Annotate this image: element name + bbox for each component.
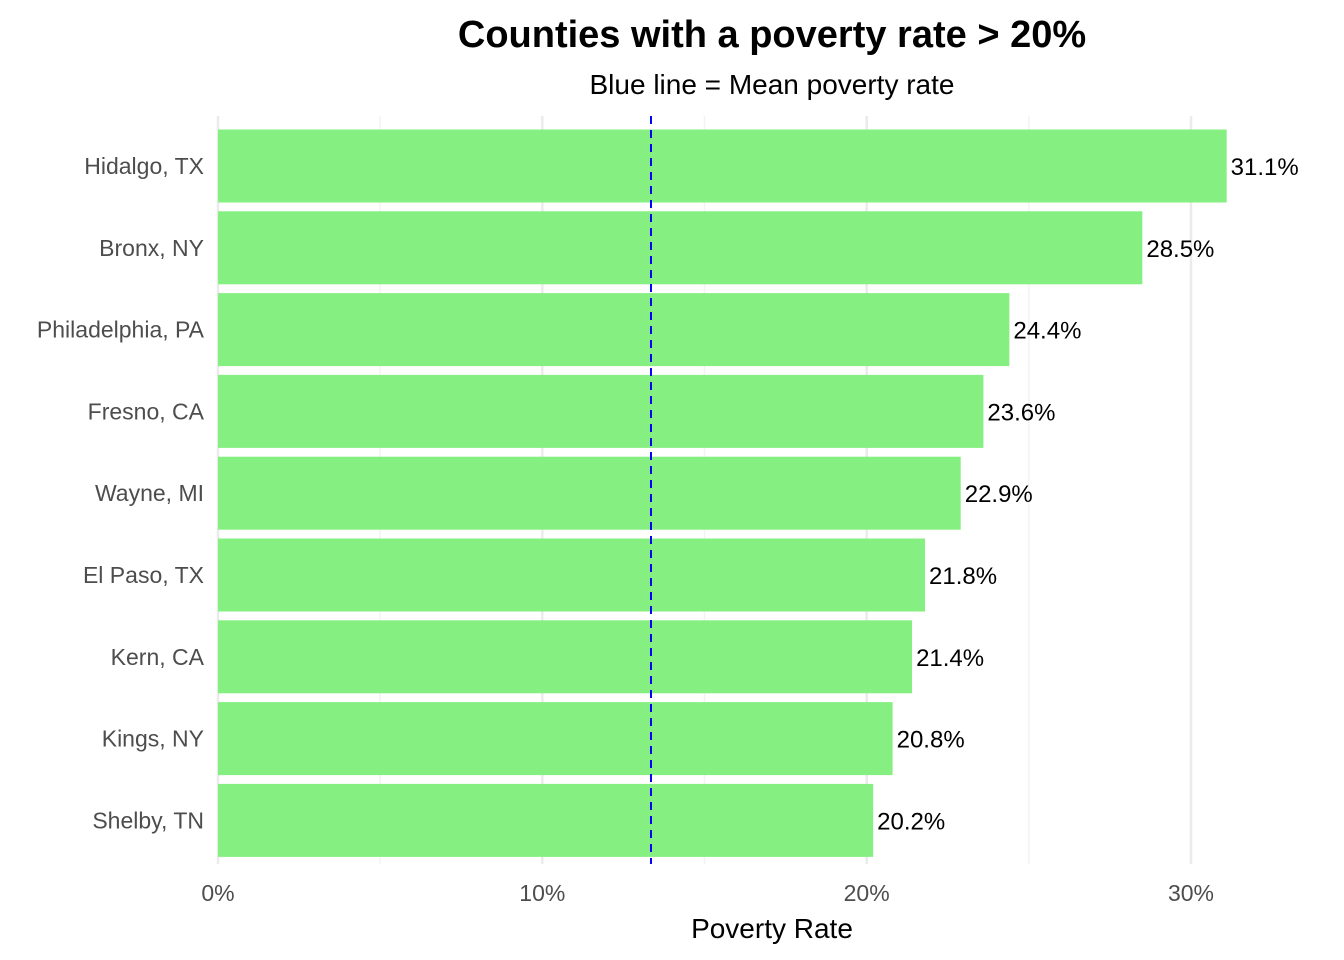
bar	[218, 538, 926, 612]
bar-value-label: 21.4%	[916, 645, 984, 672]
bar-value-label: 23.6%	[987, 399, 1055, 426]
bar	[218, 783, 874, 857]
category-label: Wayne, MI	[95, 480, 204, 506]
category-label: Fresno, CA	[88, 398, 205, 424]
chart-subtitle: Blue line = Mean poverty rate	[590, 69, 955, 100]
category-labels: Hidalgo, TX Bronx, NY Philadelphia, PA Fres…	[37, 153, 205, 833]
bar	[218, 293, 1010, 367]
bar	[218, 129, 1227, 203]
bar-value-label: 22.9%	[965, 481, 1033, 508]
bar	[218, 702, 893, 776]
category-label: Kings, NY	[102, 726, 204, 752]
bars	[218, 129, 1227, 857]
bar-value-label: 24.4%	[1013, 318, 1081, 345]
bar	[218, 620, 913, 694]
category-label: Philadelphia, PA	[37, 317, 205, 343]
category-label: Hidalgo, TX	[84, 153, 204, 179]
category-label: Bronx, NY	[99, 235, 204, 261]
category-label: El Paso, TX	[83, 562, 204, 588]
bar	[218, 374, 984, 448]
x-axis-title: Poverty Rate	[691, 913, 853, 944]
chart-title: Counties with a poverty rate > 20%	[458, 14, 1086, 56]
x-tick-label: 30%	[1168, 880, 1214, 906]
bar-value-label: 21.8%	[929, 563, 997, 590]
category-label: Kern, CA	[111, 644, 205, 670]
x-tick-label: 10%	[519, 880, 565, 906]
bar-value-label: 20.8%	[897, 727, 965, 754]
bar-value-label: 20.2%	[877, 808, 945, 835]
x-tick-label: 20%	[844, 880, 890, 906]
bar	[218, 456, 961, 530]
x-tick-label: 0%	[201, 880, 234, 906]
bar-value-label: 28.5%	[1146, 236, 1214, 263]
bar-value-label: 31.1%	[1231, 154, 1299, 181]
value-labels: 31.1% 28.5% 24.4% 23.6% 22.9% 21.8% 21.4% 20.8%…	[877, 154, 1299, 835]
category-label: Shelby, TN	[92, 807, 204, 833]
x-axis-tick-labels: 0% 10% 20% 30%	[201, 880, 1214, 906]
bar	[218, 211, 1143, 285]
